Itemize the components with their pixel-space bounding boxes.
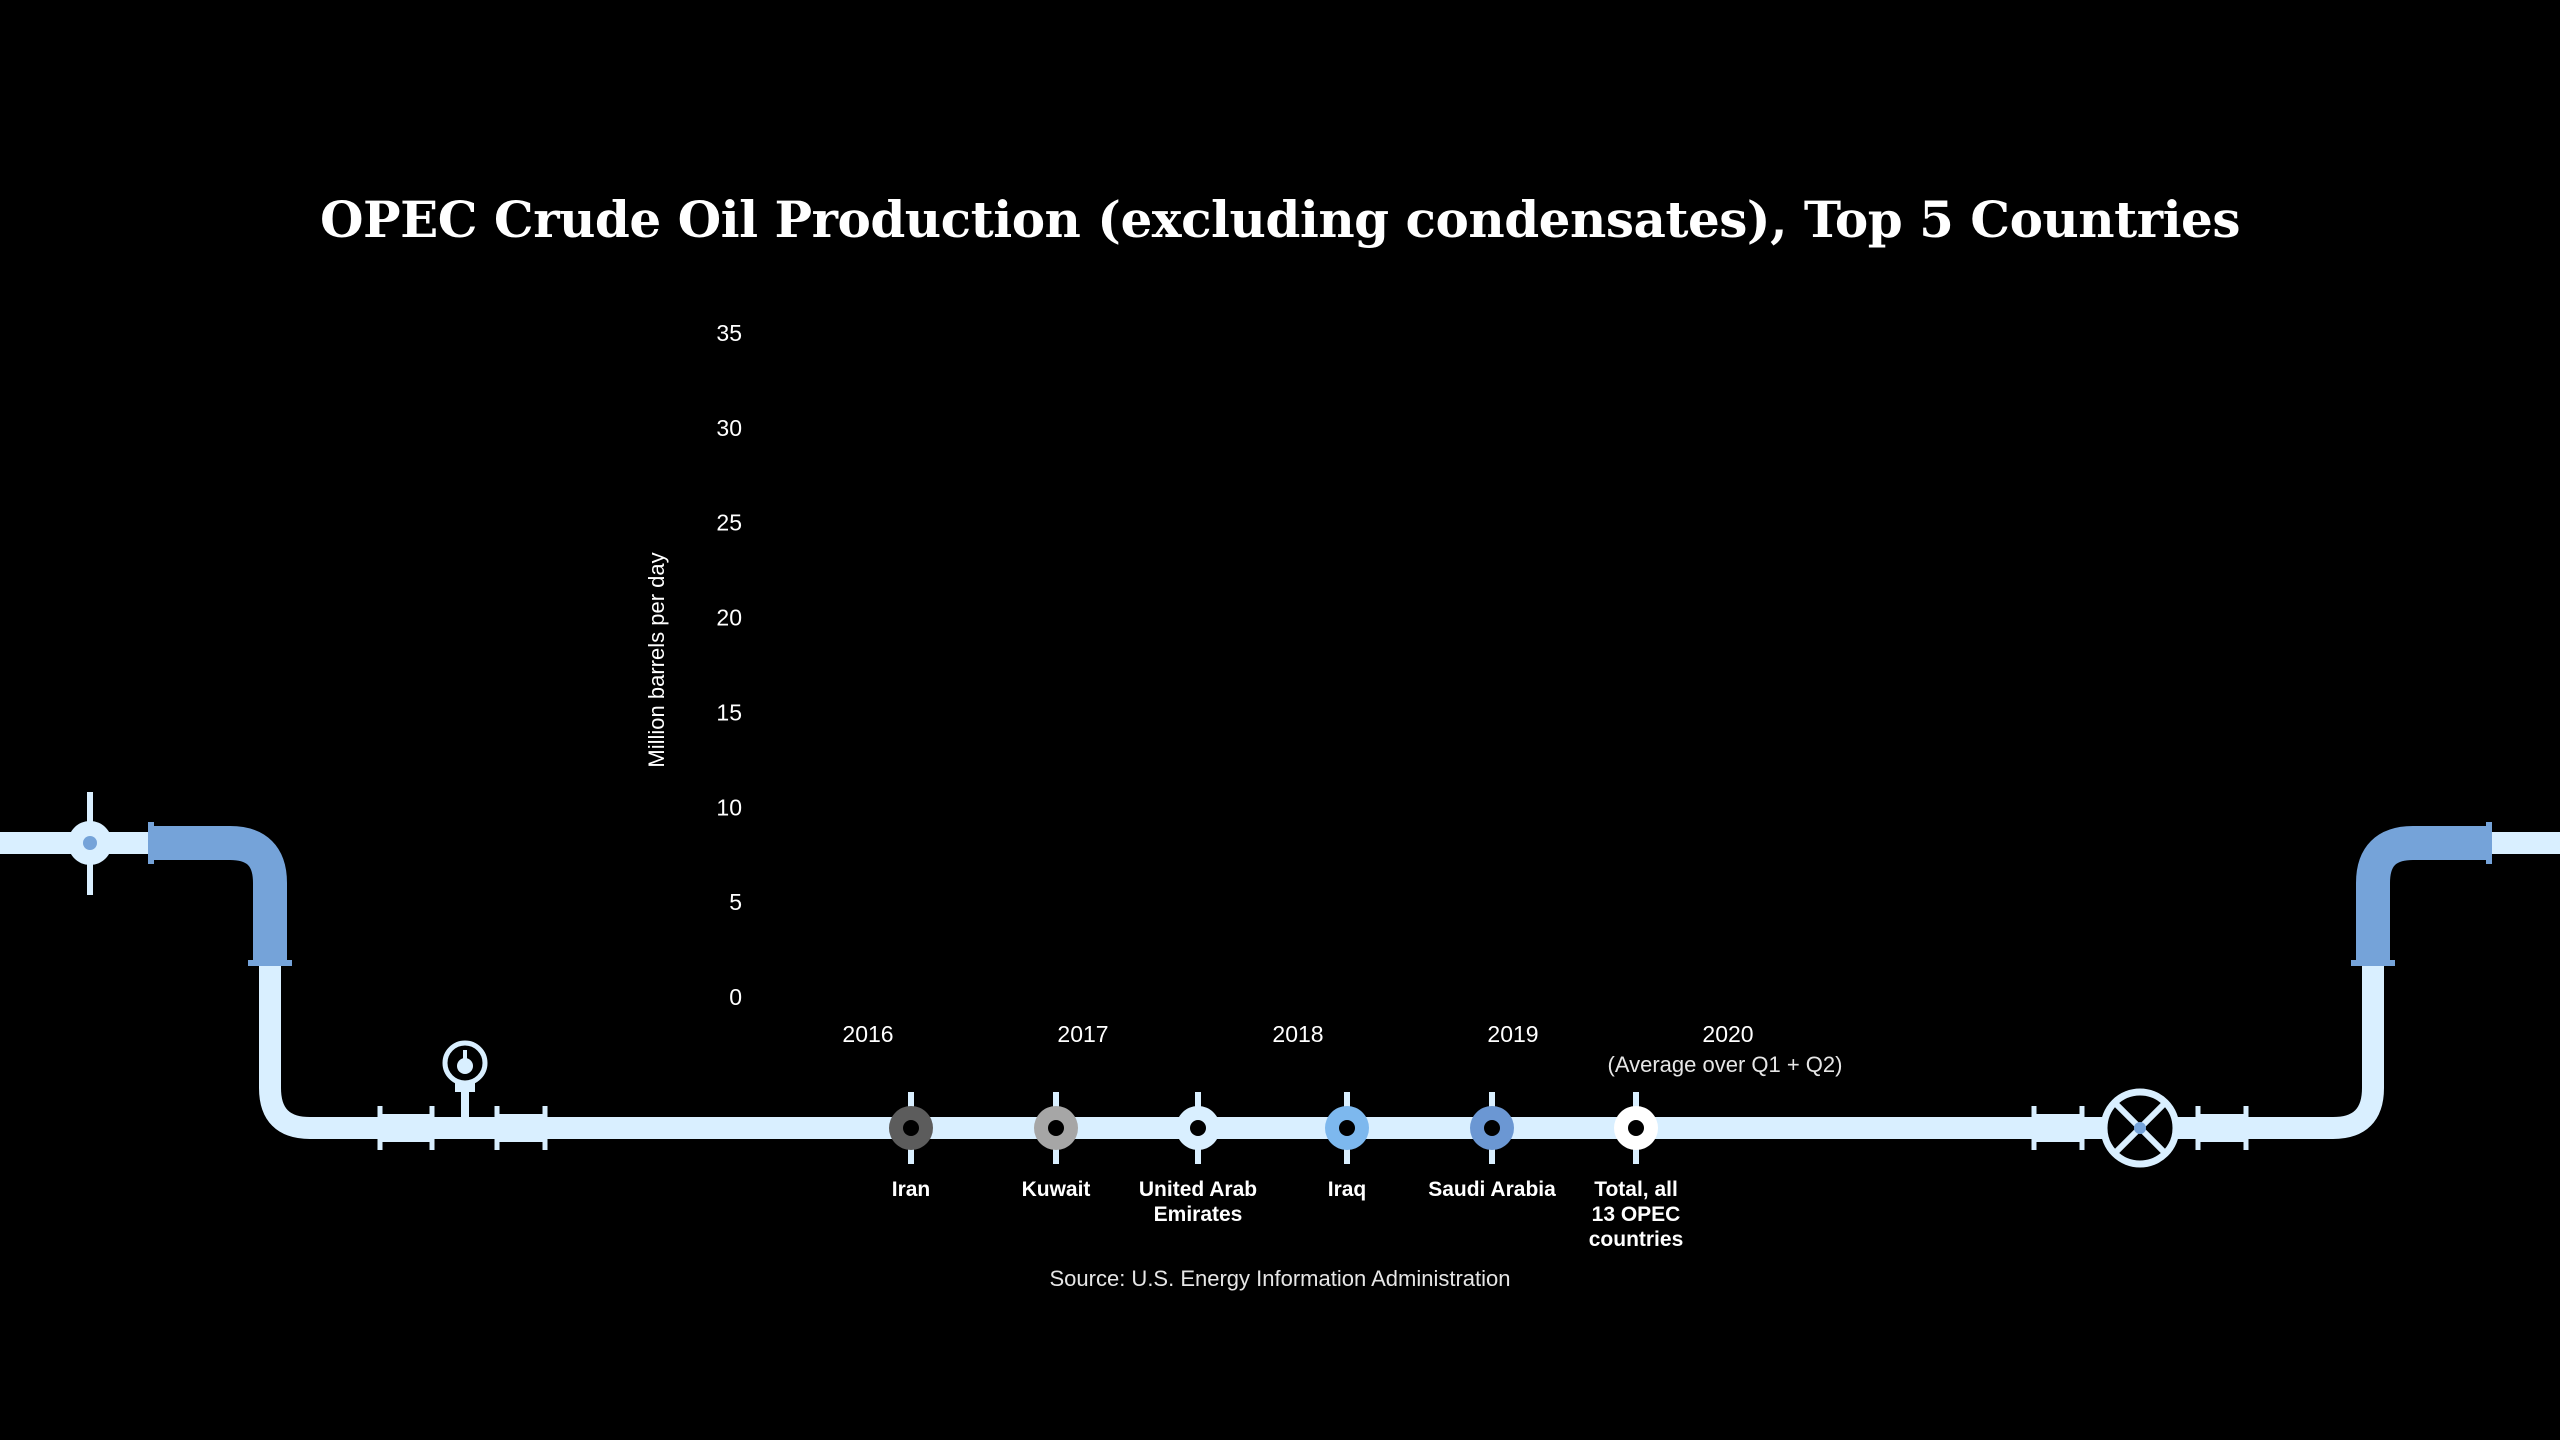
left-coupling-1 xyxy=(378,1114,434,1142)
x-category-note: (Average over Q1 + Q2) xyxy=(1608,1052,1843,1077)
x-tick-label: 2016 xyxy=(842,1021,893,1047)
y-tick-label: 10 xyxy=(716,794,742,820)
legend-marker-core xyxy=(1190,1120,1206,1136)
left-coupling-2 xyxy=(495,1114,547,1142)
legend-item: Kuwait xyxy=(1022,1092,1091,1201)
legend-marker-core xyxy=(1339,1120,1355,1136)
right-coupling-2 xyxy=(2196,1114,2248,1142)
legend-label: Saudi Arabia xyxy=(1428,1178,1556,1201)
y-tick-label: 20 xyxy=(716,605,742,631)
legend-item: United Arab Emirates xyxy=(1139,1092,1257,1226)
gauge-joint xyxy=(455,1082,475,1092)
y-tick-label: 15 xyxy=(716,699,742,725)
legend-label: Iraq xyxy=(1328,1178,1367,1201)
legend-marker-core xyxy=(903,1120,919,1136)
y-axis-label: Million barrels per day xyxy=(644,552,669,767)
y-tick-label: 0 xyxy=(729,984,742,1010)
legend-marker-core xyxy=(1628,1120,1644,1136)
legend-label: United Arab Emirates xyxy=(1139,1178,1257,1226)
legend-item: Iraq xyxy=(1325,1092,1369,1201)
y-axis: 0 5 10 15 20 25 30 35 xyxy=(716,320,742,1010)
legend-label: Total, all 13 OPEC countries xyxy=(1589,1178,1684,1251)
legend-marker-core xyxy=(1484,1120,1500,1136)
y-tick-label: 5 xyxy=(729,889,742,915)
right-elbow xyxy=(2356,826,2490,962)
legend-item: Total, all 13 OPEC countries xyxy=(1589,1092,1684,1251)
y-tick-label: 30 xyxy=(716,415,742,441)
x-tick-label: 2019 xyxy=(1487,1021,1538,1047)
x-axis: 2016 2017 2018 2019 2020 xyxy=(842,1021,1753,1047)
left-valve-core xyxy=(83,836,97,850)
pipeline-decoration xyxy=(0,792,2560,1168)
y-tick-label: 25 xyxy=(716,510,742,536)
x-tick-label: 2017 xyxy=(1057,1021,1108,1047)
chart-title: OPEC Crude Oil Production (excluding con… xyxy=(319,190,2241,249)
legend-label: Kuwait xyxy=(1022,1178,1091,1201)
right-coupling-1 xyxy=(2032,1114,2084,1142)
legend-label: Iran xyxy=(892,1178,931,1201)
main-pipe xyxy=(259,965,2384,1139)
left-elbow xyxy=(150,826,287,962)
legend: Iran Kuwait United Arab Emirates Iraq Saudi A… xyxy=(889,1092,1683,1251)
y-tick-label: 35 xyxy=(716,320,742,346)
wheel-hub xyxy=(2134,1122,2146,1134)
x-tick-label: 2018 xyxy=(1272,1021,1323,1047)
x-tick-label: 2020 xyxy=(1702,1021,1753,1047)
legend-marker-core xyxy=(1048,1120,1064,1136)
legend-item: Iran xyxy=(889,1092,933,1201)
legend-item: Saudi Arabia xyxy=(1428,1092,1556,1201)
pressure-gauge-icon xyxy=(442,1040,488,1086)
gauge-needle xyxy=(457,1058,473,1074)
source-note: Source: U.S. Energy Information Administ… xyxy=(1049,1266,1511,1291)
